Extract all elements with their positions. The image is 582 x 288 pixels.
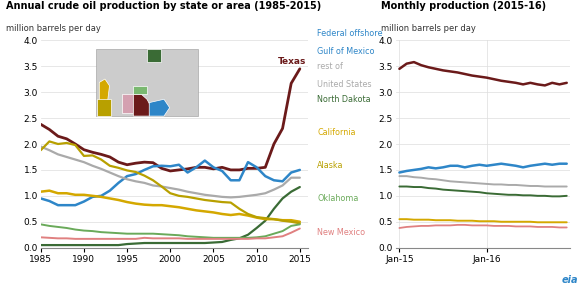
Text: Alaska: Alaska bbox=[317, 161, 344, 170]
Text: Gulf of Mexico: Gulf of Mexico bbox=[317, 47, 375, 56]
Text: North Dakota: North Dakota bbox=[317, 95, 371, 104]
Text: United States: United States bbox=[317, 80, 372, 89]
Polygon shape bbox=[149, 99, 170, 116]
Text: rest of: rest of bbox=[317, 62, 343, 71]
Text: Annual crude oil production by state or area (1985-2015): Annual crude oil production by state or … bbox=[6, 1, 321, 12]
Text: Oklahoma: Oklahoma bbox=[317, 194, 359, 203]
Polygon shape bbox=[96, 49, 198, 116]
Text: Monthly production (2015-16): Monthly production (2015-16) bbox=[381, 1, 546, 12]
Text: eia: eia bbox=[561, 275, 578, 285]
Text: New Mexico: New Mexico bbox=[317, 228, 365, 236]
Text: million barrels per day: million barrels per day bbox=[6, 24, 101, 33]
Text: California: California bbox=[317, 128, 356, 137]
Text: million barrels per day: million barrels per day bbox=[381, 24, 476, 33]
Text: Federal offshore: Federal offshore bbox=[317, 29, 383, 38]
Polygon shape bbox=[122, 94, 133, 113]
Polygon shape bbox=[100, 79, 109, 108]
Polygon shape bbox=[97, 99, 111, 116]
Polygon shape bbox=[133, 94, 151, 116]
Text: Texas: Texas bbox=[278, 57, 307, 66]
Polygon shape bbox=[133, 86, 147, 94]
Polygon shape bbox=[147, 49, 161, 62]
